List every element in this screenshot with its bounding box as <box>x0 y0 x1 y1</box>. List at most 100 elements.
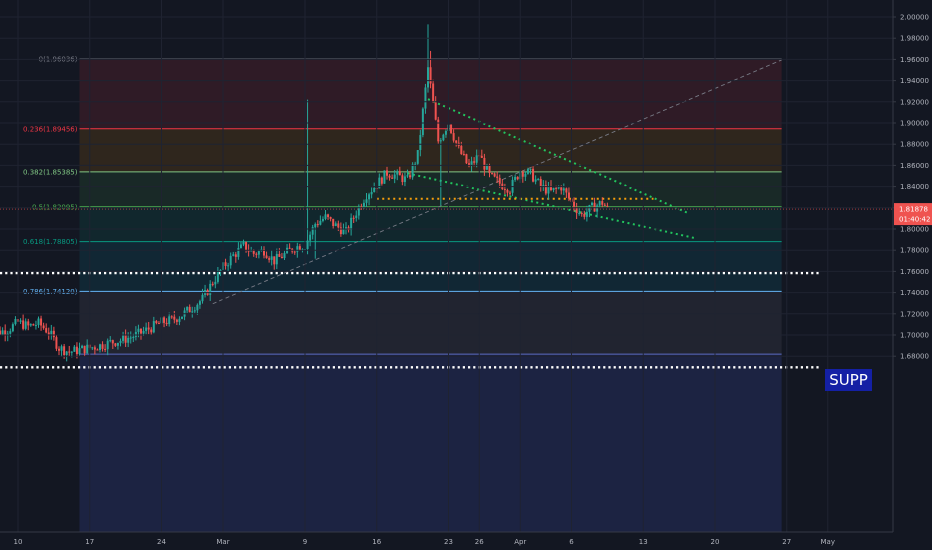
candle-body <box>316 224 319 226</box>
candle-body <box>483 157 486 170</box>
candle-body <box>414 163 417 165</box>
x-tick-label: 16 <box>372 538 381 546</box>
candle-body <box>327 214 330 218</box>
candle-body <box>142 330 145 334</box>
candle-body <box>429 67 432 84</box>
candle-body <box>403 176 406 183</box>
candle-body <box>257 251 260 255</box>
candle-body <box>547 186 550 194</box>
candle-body <box>9 331 12 334</box>
candle-body <box>321 218 324 221</box>
candle-body <box>40 318 43 326</box>
candle-body <box>532 168 535 182</box>
candle-body <box>424 87 427 109</box>
time-axis[interactable] <box>0 532 932 550</box>
candle-body <box>337 223 340 228</box>
candle-body <box>342 228 345 235</box>
candle-body <box>173 316 176 320</box>
candle-body <box>193 310 196 312</box>
candle-body <box>239 244 242 249</box>
candle-body <box>491 172 494 174</box>
candle-body <box>475 155 478 163</box>
candle-body <box>319 220 322 225</box>
candle-body <box>421 108 424 136</box>
candle-body <box>439 140 442 142</box>
candle-body <box>345 227 347 229</box>
candle-body <box>468 163 470 167</box>
candle-body <box>68 351 71 353</box>
support-label[interactable]: SUPP <box>825 369 872 391</box>
candle-body <box>91 347 94 349</box>
candle-body <box>419 135 422 151</box>
candle-body <box>539 178 542 187</box>
candle-body <box>150 329 153 333</box>
candle-body <box>201 294 204 302</box>
candle-body <box>288 247 291 249</box>
candle-body <box>383 170 386 184</box>
y-tick-label: 1.68000 <box>900 353 929 361</box>
x-tick-label: 10 <box>14 538 23 546</box>
candle-body <box>444 131 447 135</box>
x-tick-label: Mar <box>216 538 229 546</box>
candle-body <box>380 177 383 184</box>
candle-body <box>165 322 168 325</box>
fibonacci-retracement[interactable] <box>79 58 782 532</box>
candle-body <box>234 254 237 257</box>
candle-body <box>250 250 253 252</box>
candle-body <box>124 335 127 343</box>
candle-body <box>573 201 576 208</box>
candle-body <box>309 234 312 241</box>
price-axis[interactable] <box>893 0 932 550</box>
candle-body <box>273 256 276 265</box>
support-lines[interactable] <box>0 271 820 369</box>
candle-body <box>265 255 268 259</box>
candle-body <box>526 169 529 174</box>
candle-body <box>81 345 84 349</box>
candle-body <box>434 102 437 120</box>
candle-body <box>509 192 511 194</box>
candle-body <box>42 325 45 329</box>
x-tick-label: 13 <box>639 538 648 546</box>
candle-body <box>432 83 435 103</box>
candle-body <box>493 173 496 177</box>
candle-body <box>242 241 245 245</box>
candle-body <box>255 253 258 255</box>
x-tick-label: Apr <box>514 538 526 546</box>
candle-body <box>73 346 76 352</box>
candle-body <box>298 246 301 251</box>
candle-body <box>362 202 365 208</box>
candle-body <box>152 321 155 333</box>
candle-body <box>388 175 391 178</box>
candle-body <box>529 168 532 170</box>
candle-body <box>480 155 483 158</box>
candle-body <box>575 207 578 214</box>
candle-body <box>114 343 117 346</box>
candle-body <box>339 227 342 235</box>
trendline[interactable] <box>427 98 690 215</box>
candle-body <box>357 206 360 216</box>
candle-body <box>598 201 601 206</box>
candle-body <box>355 215 358 218</box>
x-tick-label: 24 <box>157 538 166 546</box>
candle-body <box>329 217 332 219</box>
y-tick-label: 1.76000 <box>900 268 929 276</box>
fib-zone <box>79 354 782 532</box>
candle-body <box>63 346 66 356</box>
candle-body <box>188 306 191 313</box>
fib-zone <box>79 128 782 172</box>
x-tick-label: 27 <box>782 538 791 546</box>
fib-zone <box>79 206 782 242</box>
candle-body <box>534 179 537 182</box>
candle-body <box>132 336 135 338</box>
x-tick-label: May <box>821 538 835 546</box>
fib-zone <box>79 241 782 292</box>
candle-body <box>168 316 171 325</box>
candle-body <box>606 205 609 207</box>
candle-body <box>6 333 9 336</box>
y-tick-label: 1.96000 <box>900 56 929 64</box>
candle-body <box>334 223 337 226</box>
x-tick-label: 20 <box>711 538 720 546</box>
candle-body <box>603 204 606 206</box>
candle-body <box>516 176 519 180</box>
